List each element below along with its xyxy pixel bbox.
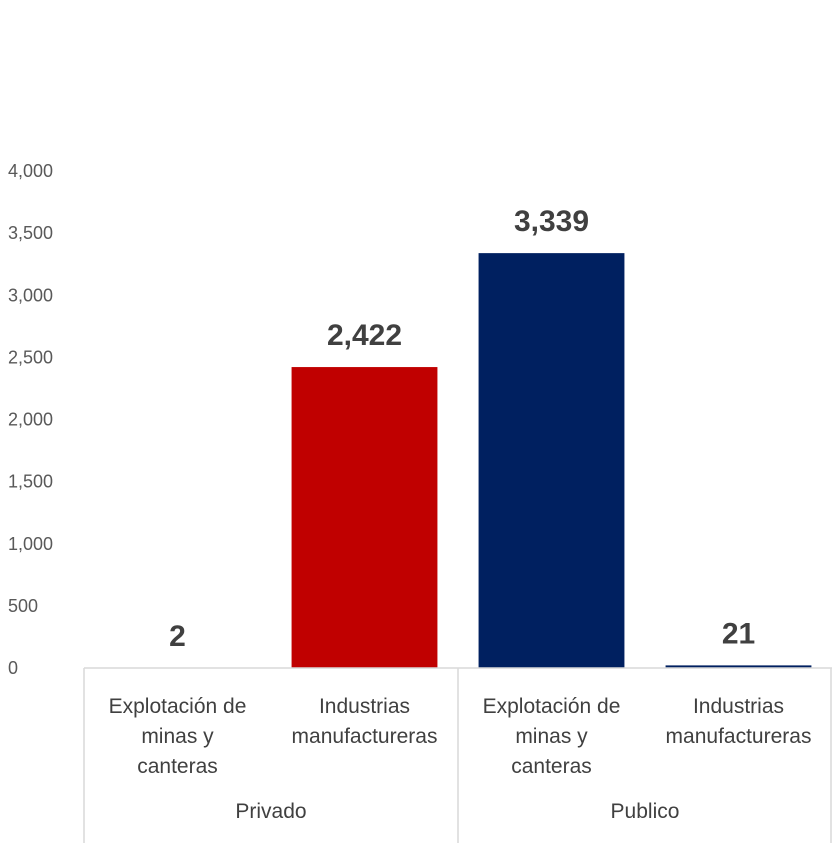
data-labels: 2 2,422 3,339 21 (169, 205, 755, 653)
bar (478, 253, 625, 668)
y-tick-label: 0 (8, 658, 18, 678)
x-category-label-line: Industrias (693, 695, 784, 718)
y-tick-label: 1,000 (8, 534, 53, 554)
x-category-label-line: manufactureras (666, 725, 812, 748)
x-group-label: Privado (235, 800, 306, 823)
y-tick-label: 2,000 (8, 410, 53, 430)
data-label: 21 (722, 617, 755, 650)
y-tick-label: 3,500 (8, 223, 53, 243)
x-category-label-line: canteras (511, 755, 592, 778)
data-label: 2 (169, 620, 186, 653)
x-category-label-line: canteras (137, 755, 218, 778)
x-group-label: Publico (611, 800, 680, 823)
y-tick-label: 4,000 (8, 161, 53, 181)
y-tick-label: 500 (8, 596, 38, 616)
bar (291, 367, 438, 668)
x-axis: Explotación de minas y canteras Industrias m… (83, 667, 832, 843)
data-label: 3,339 (514, 205, 589, 238)
x-category-label: Explotación de minas y canteras (483, 695, 621, 778)
y-tick-label: 1,500 (8, 472, 53, 492)
x-category-label-line: minas y (515, 725, 588, 748)
data-label: 2,422 (327, 319, 402, 352)
bars (104, 253, 812, 668)
x-category-label: Industrias manufactureras (666, 695, 812, 748)
y-tick-label: 3,000 (8, 285, 53, 305)
x-category-label-line: Industrias (319, 695, 410, 718)
y-tick-label: 2,500 (8, 347, 53, 367)
bar (665, 665, 812, 668)
x-category-label-line: manufactureras (292, 725, 438, 748)
x-category-label-line: Explotación de (109, 695, 247, 718)
x-category-label: Industrias manufactureras (292, 695, 438, 748)
x-category-label-line: Explotación de (483, 695, 621, 718)
y-axis: 0 500 1,000 1,500 2,000 2,500 3,000 3,500 4,000 (8, 161, 53, 678)
x-category-label: Explotación de minas y canteras (109, 695, 247, 778)
x-category-label-line: minas y (141, 725, 214, 748)
